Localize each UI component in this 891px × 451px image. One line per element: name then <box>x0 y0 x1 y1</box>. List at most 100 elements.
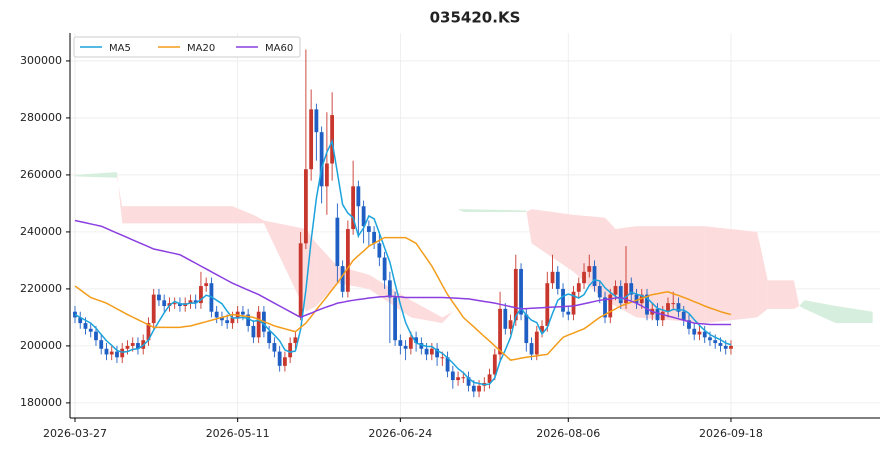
candle-body <box>146 323 151 341</box>
candle-body <box>214 311 219 318</box>
candle-body <box>597 286 602 298</box>
candle-body <box>303 169 308 244</box>
candle-body <box>267 331 272 344</box>
y-tick-label: 180000 <box>20 396 62 409</box>
candle-body <box>545 283 550 326</box>
cloud-segment <box>793 280 800 309</box>
candle-body <box>83 323 88 329</box>
cloud-segment <box>263 220 306 312</box>
candle-body <box>676 303 681 312</box>
cloud-segment <box>122 206 233 224</box>
candle-body <box>671 303 676 305</box>
candle-body <box>503 308 508 329</box>
candle-body <box>172 303 177 305</box>
cloud-segment <box>463 209 527 212</box>
cloud-segment <box>704 226 758 324</box>
candle-body <box>582 271 586 284</box>
candle-body <box>519 268 523 315</box>
candle-body <box>492 354 497 375</box>
candle-body <box>419 343 424 349</box>
candle-body <box>178 303 182 307</box>
candle-body <box>435 348 439 358</box>
candle-body <box>382 257 387 281</box>
candle-body <box>99 340 104 349</box>
candle-body <box>188 300 193 304</box>
candle-body <box>608 294 613 318</box>
candle-body <box>361 206 366 227</box>
candle-body <box>603 297 607 318</box>
candle-body <box>157 294 161 301</box>
candle-body <box>456 377 460 381</box>
candle-body <box>408 337 413 349</box>
candle-body <box>718 343 723 346</box>
candle-body <box>477 385 481 392</box>
candle-body <box>319 132 324 187</box>
candle-body <box>199 286 203 304</box>
candle-body <box>618 286 623 304</box>
candle-body <box>246 314 251 326</box>
candle-body <box>340 266 345 292</box>
candle-body <box>193 300 198 304</box>
candle-body <box>729 345 733 349</box>
candle-body <box>293 337 298 344</box>
ma-line <box>74 236 732 361</box>
candle-body <box>576 283 581 292</box>
cloud-segment <box>232 206 254 224</box>
candle-body <box>88 328 93 332</box>
candle-body <box>136 343 140 349</box>
candle-body <box>692 328 697 335</box>
cloud-segment <box>835 306 873 324</box>
candle-body <box>282 357 287 366</box>
cloud-segment <box>605 217 616 307</box>
candle-body <box>345 229 350 292</box>
candle-body <box>508 320 513 329</box>
ma-line <box>74 138 732 386</box>
y-tick-label: 200000 <box>20 339 62 352</box>
candle-body <box>655 308 660 321</box>
candle-body <box>104 348 109 355</box>
candle-body <box>204 283 209 287</box>
cloud-segment <box>767 280 794 309</box>
cloud-segment <box>757 231 768 318</box>
candle-body <box>681 311 686 321</box>
candle-body <box>398 340 403 346</box>
candle-body <box>524 314 529 344</box>
candle-body <box>387 280 392 298</box>
candle-body <box>466 377 471 386</box>
candle-body <box>162 300 167 307</box>
candle-body <box>645 294 649 315</box>
candle-body <box>666 303 670 312</box>
cloud-segment <box>526 209 532 244</box>
candle-body <box>471 385 476 392</box>
candle-body <box>73 311 77 318</box>
candle-body <box>555 271 560 289</box>
candle-body <box>256 311 261 338</box>
candle-body <box>713 340 718 344</box>
cloud-segment <box>116 172 123 224</box>
candle-body <box>702 331 707 338</box>
candle-body <box>125 345 130 349</box>
candle-body <box>445 357 450 372</box>
candle-body <box>309 109 314 170</box>
candle-body <box>550 271 555 284</box>
cloud-segment <box>531 209 574 272</box>
candle-body <box>629 283 634 295</box>
legend-label: MA60 <box>265 43 293 54</box>
candle-body <box>487 374 492 383</box>
candle-body <box>241 311 245 315</box>
x-tick-label: 2026-09-18 <box>699 427 763 440</box>
legend-label: MA20 <box>187 43 215 54</box>
candle-body <box>440 357 445 359</box>
candle-body <box>225 320 230 324</box>
candle-body <box>78 317 83 324</box>
candle-body <box>366 226 371 232</box>
candle-body <box>534 331 539 355</box>
y-tick-label: 220000 <box>20 282 62 295</box>
candle-body <box>613 286 618 295</box>
candle-body <box>708 337 712 341</box>
candle-body <box>540 325 544 332</box>
candle-body <box>272 343 277 352</box>
cloud-segment <box>410 300 443 324</box>
x-tick-label: 2026-08-06 <box>536 427 600 440</box>
